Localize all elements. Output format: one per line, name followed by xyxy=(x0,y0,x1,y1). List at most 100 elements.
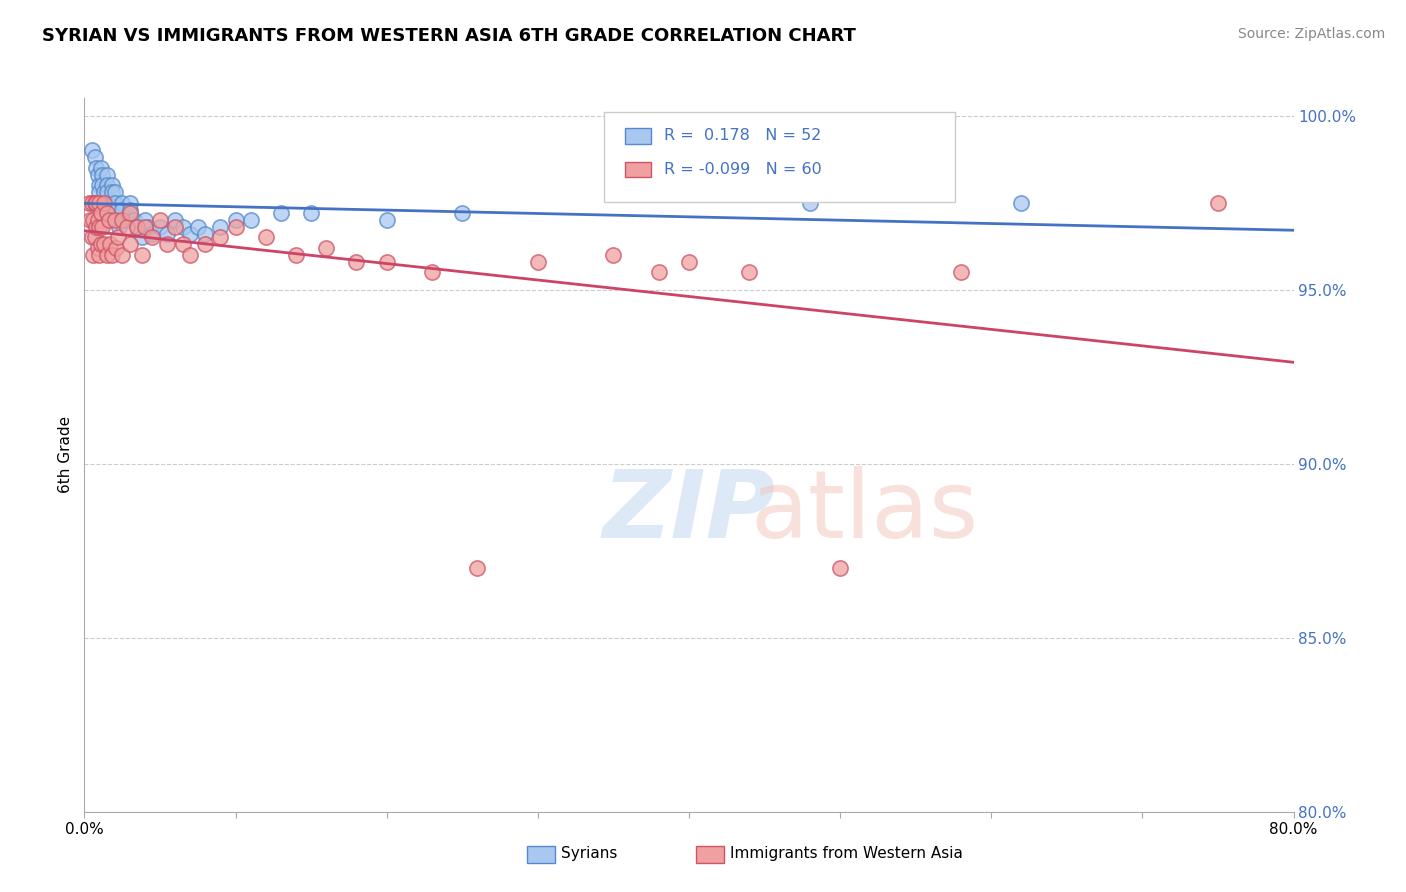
Point xyxy=(134,219,156,234)
Point xyxy=(122,213,145,227)
Text: SYRIAN VS IMMIGRANTS FROM WESTERN ASIA 6TH GRADE CORRELATION CHART: SYRIAN VS IMMIGRANTS FROM WESTERN ASIA 6… xyxy=(42,27,856,45)
Point xyxy=(225,219,247,234)
Point xyxy=(111,248,134,262)
Point xyxy=(209,230,232,244)
Point xyxy=(82,248,104,262)
Point xyxy=(89,185,111,199)
Point xyxy=(96,178,118,193)
Point xyxy=(179,227,201,241)
Point xyxy=(172,219,194,234)
Point xyxy=(89,219,111,234)
Point xyxy=(799,195,821,210)
Point xyxy=(156,227,179,241)
Point xyxy=(299,206,322,220)
Point xyxy=(84,150,107,164)
Point xyxy=(89,195,111,210)
Point xyxy=(738,265,761,279)
Point xyxy=(104,195,127,210)
Point xyxy=(131,230,153,244)
Point xyxy=(96,185,118,199)
Point xyxy=(89,195,111,210)
Point xyxy=(165,213,187,227)
Point xyxy=(285,248,308,262)
Point xyxy=(111,202,134,217)
Point xyxy=(156,237,179,252)
Point xyxy=(86,161,108,175)
Point xyxy=(104,213,127,227)
Point xyxy=(93,237,115,252)
Point xyxy=(187,219,209,234)
Point xyxy=(96,168,118,182)
Point xyxy=(105,202,128,217)
Point xyxy=(111,195,134,210)
Point xyxy=(87,168,110,182)
Point xyxy=(179,248,201,262)
Point xyxy=(194,237,217,252)
Point xyxy=(111,213,134,227)
Point xyxy=(1206,195,1229,210)
Point xyxy=(172,237,194,252)
Text: ZIP: ZIP xyxy=(603,466,775,558)
Point xyxy=(104,185,127,199)
Point xyxy=(165,219,187,234)
Text: R = -0.099   N = 60: R = -0.099 N = 60 xyxy=(664,162,821,177)
Point xyxy=(86,195,108,210)
Point xyxy=(602,248,624,262)
Point xyxy=(950,265,973,279)
Y-axis label: 6th Grade: 6th Grade xyxy=(58,417,73,493)
Text: atlas: atlas xyxy=(751,466,979,558)
Point xyxy=(93,185,115,199)
Point xyxy=(149,219,172,234)
Point xyxy=(86,219,108,234)
Point xyxy=(84,230,107,244)
Point xyxy=(141,227,163,241)
Point xyxy=(194,227,217,241)
Point xyxy=(77,195,100,210)
Point xyxy=(420,265,443,279)
Point xyxy=(100,185,122,199)
Point xyxy=(375,213,398,227)
Point xyxy=(97,213,120,227)
Point xyxy=(82,213,104,227)
Point xyxy=(118,237,141,252)
FancyBboxPatch shape xyxy=(624,161,651,178)
FancyBboxPatch shape xyxy=(605,112,955,202)
Point xyxy=(107,230,129,244)
Point xyxy=(131,248,153,262)
Point xyxy=(84,195,107,210)
Point xyxy=(315,241,337,255)
Text: R =  0.178   N = 52: R = 0.178 N = 52 xyxy=(664,128,821,144)
Point xyxy=(254,230,277,244)
Point xyxy=(270,206,292,220)
Point xyxy=(87,241,110,255)
Point xyxy=(90,237,112,252)
Point xyxy=(118,206,141,220)
Point xyxy=(108,219,131,234)
Point xyxy=(90,206,112,220)
Point xyxy=(830,561,852,575)
Point xyxy=(451,206,474,220)
Point xyxy=(467,561,489,575)
Point xyxy=(678,254,700,268)
Point xyxy=(127,219,149,234)
FancyBboxPatch shape xyxy=(624,128,651,144)
Point xyxy=(101,195,124,210)
Point xyxy=(225,213,247,227)
Point xyxy=(80,144,103,158)
Point xyxy=(80,195,103,210)
Point xyxy=(96,206,118,220)
Point xyxy=(134,213,156,227)
Point xyxy=(107,213,129,227)
Point xyxy=(141,230,163,244)
Point xyxy=(98,237,121,252)
Point xyxy=(239,213,262,227)
Point xyxy=(136,219,159,234)
Point xyxy=(80,230,103,244)
Point xyxy=(97,195,120,210)
Point xyxy=(127,219,149,234)
Point xyxy=(375,254,398,268)
Point xyxy=(115,213,138,227)
Point xyxy=(118,202,141,217)
Point xyxy=(94,195,117,210)
Point xyxy=(1011,195,1033,210)
